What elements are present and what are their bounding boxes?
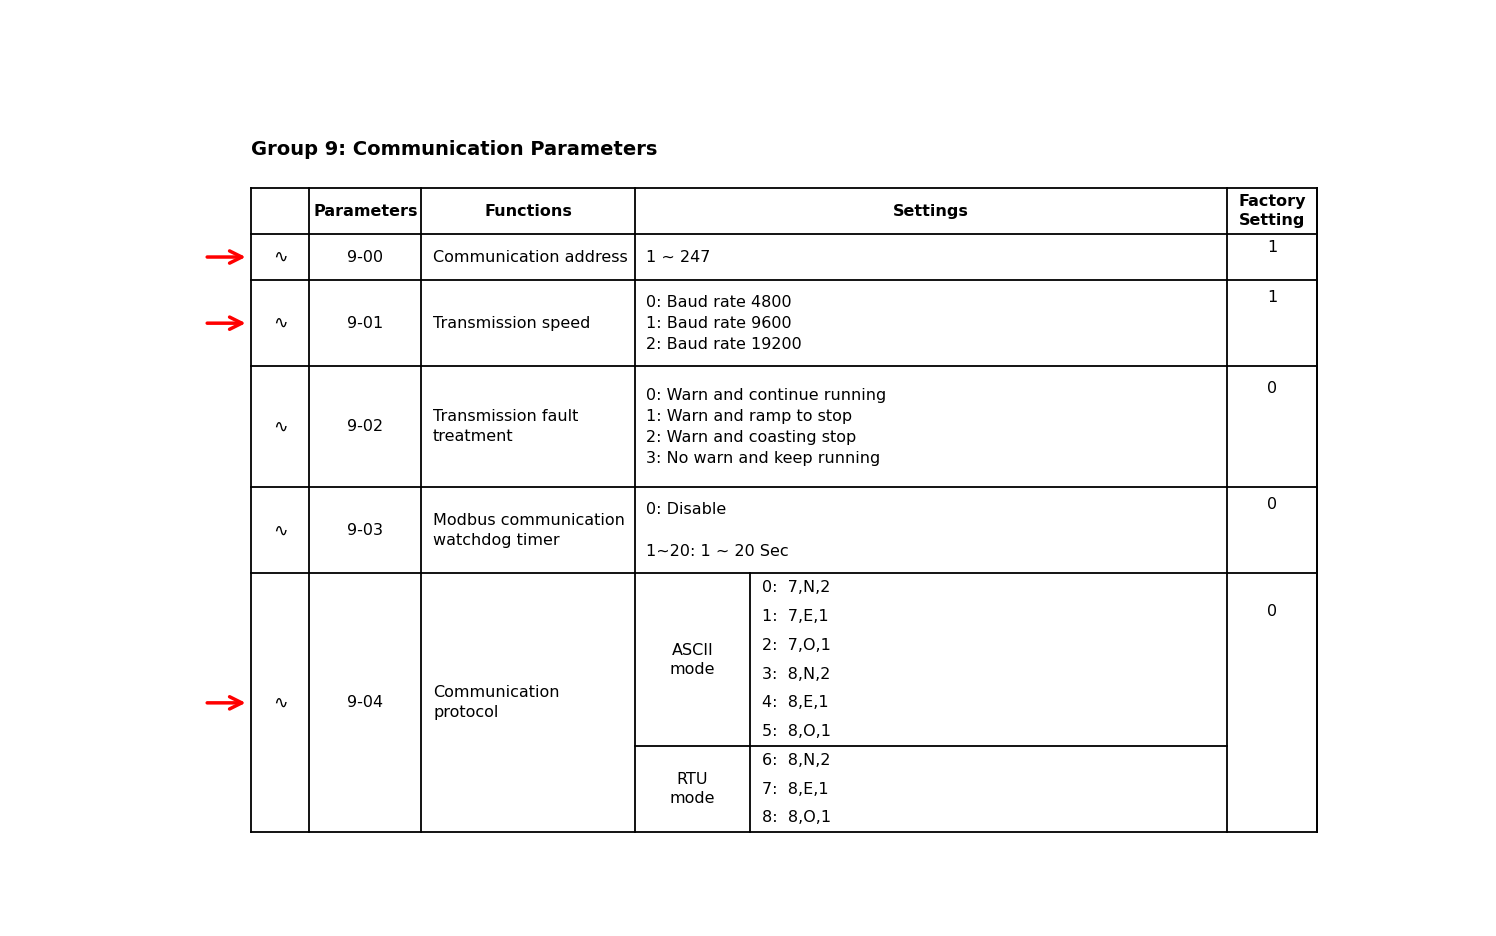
Text: RTU
mode: RTU mode xyxy=(670,772,715,806)
Text: 1: 1 xyxy=(1267,290,1278,305)
Text: 6:  8,N,2: 6: 8,N,2 xyxy=(761,753,830,768)
Text: 0: 0 xyxy=(1267,381,1278,396)
Text: ∿: ∿ xyxy=(272,417,287,436)
Text: 0: Warn and continue running
1: Warn and ramp to stop
2: Warn and coasting stop
: 0: Warn and continue running 1: Warn and… xyxy=(646,388,887,466)
Text: Transmission fault
treatment: Transmission fault treatment xyxy=(432,409,579,444)
Text: 0: Disable

1~20: 1 ~ 20 Sec: 0: Disable 1~20: 1 ~ 20 Sec xyxy=(646,502,788,559)
Text: 7:  8,E,1: 7: 8,E,1 xyxy=(761,782,829,797)
Text: Communication address: Communication address xyxy=(432,250,628,265)
Text: 9-00: 9-00 xyxy=(347,250,383,265)
Text: Functions: Functions xyxy=(485,203,571,218)
Text: ∿: ∿ xyxy=(272,314,287,332)
Text: Modbus communication
watchdog timer: Modbus communication watchdog timer xyxy=(432,513,625,548)
Text: 8:  8,O,1: 8: 8,O,1 xyxy=(761,811,830,826)
Text: 1:  7,E,1: 1: 7,E,1 xyxy=(761,609,829,624)
Text: 1 ~ 247: 1 ~ 247 xyxy=(646,250,711,265)
Text: 9-03: 9-03 xyxy=(347,523,383,538)
Text: 2:  7,O,1: 2: 7,O,1 xyxy=(761,637,830,652)
Text: ASCII
mode: ASCII mode xyxy=(670,643,715,677)
Text: Communication
protocol: Communication protocol xyxy=(432,685,560,720)
Text: Group 9: Communication Parameters: Group 9: Communication Parameters xyxy=(251,140,657,159)
Text: ∿: ∿ xyxy=(272,521,287,539)
Text: Settings: Settings xyxy=(893,203,969,218)
Text: 3:  8,N,2: 3: 8,N,2 xyxy=(761,666,830,681)
Text: 4:  8,E,1: 4: 8,E,1 xyxy=(761,695,829,710)
Text: ∿: ∿ xyxy=(272,694,287,712)
Text: 0:  7,N,2: 0: 7,N,2 xyxy=(761,580,830,595)
Text: ∿: ∿ xyxy=(272,248,287,266)
Text: 5:  8,O,1: 5: 8,O,1 xyxy=(761,724,830,739)
Text: 0: 0 xyxy=(1267,497,1278,513)
Text: Parameters: Parameters xyxy=(313,203,417,218)
Text: 0: Baud rate 4800
1: Baud rate 9600
2: Baud rate 19200: 0: Baud rate 4800 1: Baud rate 9600 2: B… xyxy=(646,295,802,352)
Text: Transmission speed: Transmission speed xyxy=(432,315,591,330)
Text: Factory
Setting: Factory Setting xyxy=(1239,194,1306,227)
Text: 9-04: 9-04 xyxy=(347,695,383,710)
Text: 9-01: 9-01 xyxy=(347,315,383,330)
Text: 0: 0 xyxy=(1267,605,1278,620)
Text: 9-02: 9-02 xyxy=(347,419,383,434)
Text: 1: 1 xyxy=(1267,240,1278,255)
